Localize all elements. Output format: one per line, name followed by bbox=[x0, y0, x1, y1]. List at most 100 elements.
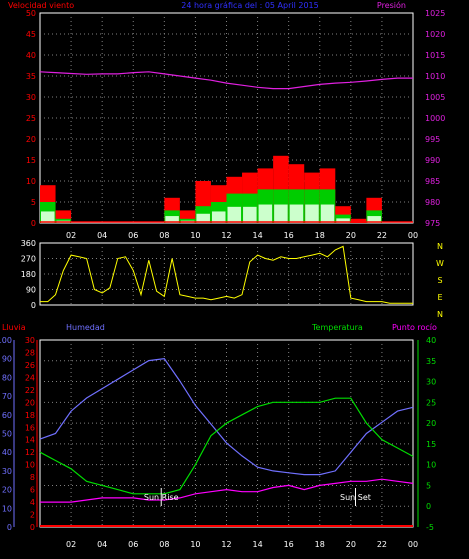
wind-x-tick-label: 22 bbox=[377, 231, 387, 240]
humidity-y-tick-label: 90 bbox=[2, 355, 12, 364]
wind-lull-bar bbox=[258, 204, 273, 223]
sunrise-label: Sun Rise bbox=[144, 493, 179, 502]
wind-lull-bar bbox=[227, 206, 242, 223]
rain-y-tick-label: 24 bbox=[25, 373, 35, 382]
compass-letter: N bbox=[437, 310, 443, 319]
wind-y-tick-label: 0 bbox=[31, 219, 36, 228]
compass-letter: W bbox=[436, 259, 444, 268]
wind-lull-bar bbox=[211, 211, 226, 223]
wind-lull-bar bbox=[243, 206, 257, 223]
wind-x-tick-label: 08 bbox=[159, 231, 169, 240]
rain-y-tick-label: 4 bbox=[30, 498, 35, 507]
dewpoint-line bbox=[40, 478, 414, 503]
rain-y-tick-label: 12 bbox=[25, 448, 35, 457]
wind-y-tick-label: 50 bbox=[26, 9, 36, 18]
wind-y-tick-label: 20 bbox=[26, 135, 36, 144]
lower-plot-frame bbox=[39, 339, 414, 528]
rain-y-tick-label: 20 bbox=[25, 398, 35, 407]
pressure-y-tick-label: 1000 bbox=[425, 114, 445, 123]
wind-x-tick-label: 06 bbox=[128, 231, 138, 240]
pressure-title: Presión bbox=[377, 0, 406, 10]
humidity-y-tick-label: 50 bbox=[2, 430, 12, 439]
compass-letter: S bbox=[437, 276, 442, 285]
wind-y-tick-label: 25 bbox=[26, 114, 36, 123]
wind-y-tick-label: 10 bbox=[26, 177, 36, 186]
rain-y-tick-label: 2 bbox=[30, 511, 35, 520]
humidity-y-tick-label: 0 bbox=[7, 523, 12, 532]
temperature-y-tick-label: 40 bbox=[426, 336, 436, 345]
humidity-y-tick-label: 30 bbox=[2, 467, 12, 476]
rain-y-tick-label: 22 bbox=[25, 386, 35, 395]
lower-x-tick-label: 22 bbox=[377, 540, 387, 549]
wind-y-tick-label: 40 bbox=[26, 51, 36, 60]
humidity-y-tick-label: 20 bbox=[2, 486, 12, 495]
pressure-y-tick-label: 990 bbox=[425, 156, 440, 165]
wind-y-tick-label: 45 bbox=[26, 30, 36, 39]
lower-x-tick-label: 02 bbox=[66, 540, 76, 549]
wind-lull-bar bbox=[336, 218, 350, 223]
lower-x-tick-label: 20 bbox=[346, 540, 356, 549]
temperature-y-tick-label: -5 bbox=[426, 523, 434, 532]
rain-y-tick-label: 8 bbox=[30, 473, 35, 482]
lower-x-tick-label: 10 bbox=[190, 540, 200, 549]
wind-y-tick-label: 35 bbox=[26, 72, 36, 81]
rain-y-tick-label: 6 bbox=[30, 486, 35, 495]
wind-x-tick-label: 00 bbox=[408, 231, 418, 240]
rain-y-tick-label: 14 bbox=[25, 436, 35, 445]
pressure-y-tick-label: 1020 bbox=[425, 30, 445, 39]
direction-y-tick-label: 180 bbox=[21, 270, 36, 279]
wind-direction-line bbox=[40, 245, 413, 304]
rain-y-tick-label: 10 bbox=[25, 461, 35, 470]
wind-y-tick-label: 30 bbox=[26, 93, 36, 102]
lower-x-tick-label: 00 bbox=[408, 540, 418, 549]
pressure-y-tick-label: 980 bbox=[425, 198, 440, 207]
humidity-y-tick-label: 100 bbox=[0, 336, 12, 345]
lower-x-tick-label: 16 bbox=[284, 540, 294, 549]
pressure-y-tick-label: 1010 bbox=[425, 72, 445, 81]
lower-x-tick-label: 06 bbox=[128, 540, 138, 549]
wind-gust-bar bbox=[350, 218, 367, 223]
temperature-y-tick-label: 5 bbox=[426, 481, 431, 490]
compass-letter: E bbox=[437, 293, 442, 302]
rain-y-tick-label: 28 bbox=[25, 348, 35, 357]
wind-lull-bar bbox=[196, 213, 210, 223]
sunset-label: Sun Set bbox=[340, 493, 371, 502]
temperature-y-tick-label: 0 bbox=[426, 502, 431, 511]
temperature-line bbox=[39, 397, 414, 495]
pressure-y-tick-label: 995 bbox=[425, 135, 440, 144]
rain-y-tick-label: 0 bbox=[30, 523, 35, 532]
rain-title: Lluvia bbox=[2, 323, 26, 332]
direction-plot-frame bbox=[39, 242, 414, 306]
humidity-temperature-chart: -505101520253035400102030405060708090100… bbox=[0, 336, 436, 549]
wind-lull-bar bbox=[165, 216, 179, 223]
wind-speed-title: Velocidad viento bbox=[8, 1, 74, 10]
humidity-title: Humedad bbox=[66, 323, 105, 332]
direction-y-tick-label: 90 bbox=[26, 286, 36, 295]
wind-x-tick-label: 10 bbox=[190, 231, 200, 240]
pressure-y-tick-label: 985 bbox=[425, 177, 440, 186]
humidity-y-tick-label: 10 bbox=[2, 504, 12, 513]
rain-y-tick-label: 16 bbox=[25, 423, 35, 432]
lower-x-tick-label: 08 bbox=[159, 540, 169, 549]
pressure-y-tick-label: 1025 bbox=[425, 9, 445, 18]
direction-y-tick-label: 0 bbox=[31, 301, 36, 310]
humidity-y-tick-label: 70 bbox=[2, 392, 12, 401]
humidity-y-tick-label: 60 bbox=[2, 411, 12, 420]
rain-y-tick-label: 26 bbox=[25, 361, 35, 370]
lower-x-tick-label: 18 bbox=[315, 540, 325, 549]
pressure-y-tick-label: 975 bbox=[425, 219, 440, 228]
wind-lull-bar bbox=[305, 204, 319, 223]
rain-y-tick-label: 18 bbox=[25, 411, 35, 420]
wind-x-tick-label: 04 bbox=[97, 231, 107, 240]
rain-y-tick-label: 30 bbox=[25, 336, 35, 345]
wind-direction-chart: 0 90 180 270 360 bbox=[21, 239, 414, 310]
wind-y-tick-label: 15 bbox=[26, 156, 36, 165]
pressure-line bbox=[39, 71, 413, 90]
wind-x-tick-label: 02 bbox=[66, 231, 76, 240]
wind-x-tick-label: 12 bbox=[221, 231, 231, 240]
temperature-y-tick-label: 10 bbox=[426, 461, 436, 470]
wind-lull-bar bbox=[320, 204, 335, 223]
pressure-y-tick-label: 1015 bbox=[425, 51, 445, 60]
